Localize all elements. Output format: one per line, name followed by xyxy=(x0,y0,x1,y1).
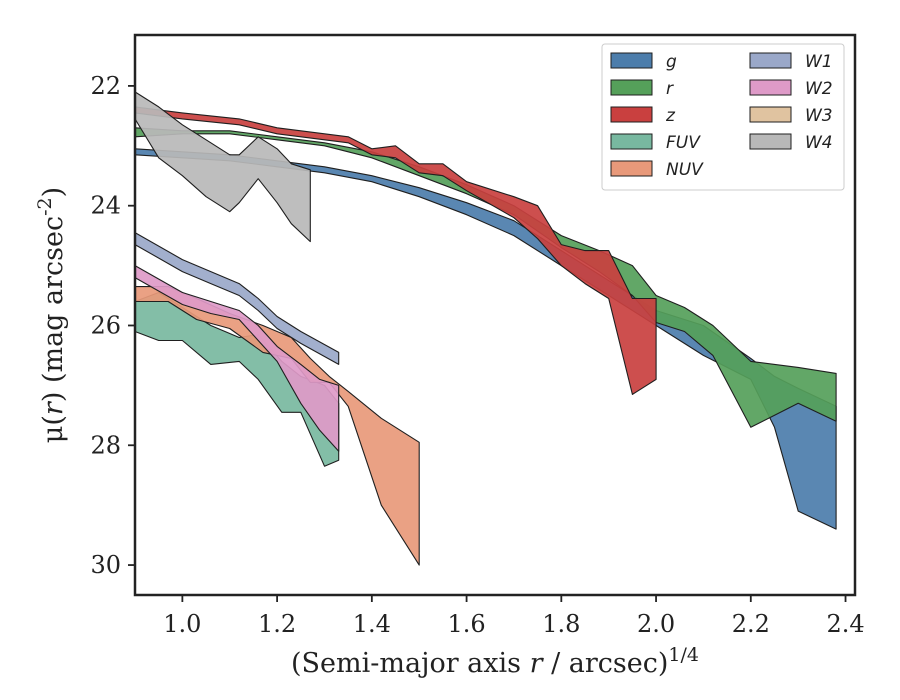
series-bands xyxy=(134,91,837,566)
legend-label-fuv: FUV xyxy=(666,133,701,153)
legend-swatch-w2 xyxy=(749,79,792,96)
x-axis-label: (Semi-major axis r / arcsec)1/4 xyxy=(291,644,699,679)
band-fuv xyxy=(134,291,340,467)
band-w4 xyxy=(134,91,311,243)
legend-label-w3: W3 xyxy=(805,106,833,126)
legend-swatch-w4 xyxy=(749,133,792,150)
legend-swatch-fuv xyxy=(610,133,653,150)
legend-label-w2: W2 xyxy=(805,79,833,99)
x-tick-label: 2.4 xyxy=(826,610,864,638)
legend-label-w1: W1 xyxy=(805,52,833,72)
x-tick-label: 1.2 xyxy=(258,610,296,638)
x-axis: 1.0 1.2 1.4 1.6 1.8 2.0 2.2 2.4 xyxy=(163,595,865,638)
band-z xyxy=(134,106,657,395)
x-tick-label: 1.6 xyxy=(447,610,485,638)
legend-swatch-nuv xyxy=(610,160,653,177)
legend-label-g: g xyxy=(666,52,677,72)
x-tick-label: 2.2 xyxy=(732,610,770,638)
legend-swatch-w1 xyxy=(749,52,792,69)
y-tick-label: 24 xyxy=(90,192,121,220)
legend-label-w4: W4 xyxy=(805,133,833,153)
legend-swatch-z xyxy=(610,106,653,123)
y-tick-label: 30 xyxy=(90,551,121,579)
x-tick-label: 1.0 xyxy=(163,610,201,638)
y-axis: 22 24 26 28 30 xyxy=(90,72,135,579)
legend-label-nuv: NUV xyxy=(666,160,704,180)
x-tick-label: 2.0 xyxy=(637,610,675,638)
plot-frame xyxy=(133,33,857,597)
legend-swatch-g xyxy=(610,52,653,69)
legend: grz FUV NUV W1 W2 W3 W4 xyxy=(601,43,845,191)
y-tick-label: 28 xyxy=(90,431,121,459)
x-tick-label: 1.8 xyxy=(542,610,580,638)
y-tick-label: 22 xyxy=(90,72,121,100)
y-axis-label: μ(r) (mag arcsec-2) xyxy=(34,187,69,443)
legend-swatch-r xyxy=(610,79,653,96)
x-tick-label: 1.4 xyxy=(353,610,391,638)
legend-swatch-w3 xyxy=(749,106,792,123)
band-w2 xyxy=(134,265,340,452)
band-w1 xyxy=(134,232,340,365)
legend-label-z: z xyxy=(665,106,676,126)
y-tick-label: 26 xyxy=(90,311,121,339)
legend-label-r: r xyxy=(666,79,674,99)
